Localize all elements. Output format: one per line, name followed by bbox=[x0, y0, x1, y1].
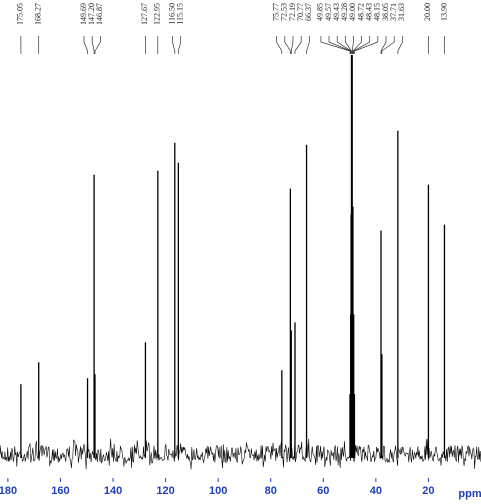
peak-label: 168.27 bbox=[34, 3, 43, 25]
peak-label-leader bbox=[94, 36, 101, 54]
x-tick-label: 120 bbox=[156, 485, 174, 497]
peak-label: 66.37 bbox=[304, 3, 313, 21]
peak-label-leader bbox=[177, 36, 182, 54]
peak-label: 70.77 bbox=[296, 3, 305, 21]
peak-label-leader bbox=[381, 36, 395, 54]
peak-label-leader bbox=[336, 36, 352, 54]
peak-label-leader bbox=[306, 36, 310, 54]
peak-label-leader bbox=[352, 36, 362, 54]
peak-label: 147.20 bbox=[87, 3, 96, 25]
baseline-noise bbox=[0, 438, 481, 470]
x-tick-label: 40 bbox=[370, 485, 382, 497]
peak-label: 116.50 bbox=[167, 3, 176, 25]
peak-label-leader bbox=[397, 36, 403, 54]
peak-label: 20.00 bbox=[423, 3, 432, 21]
peak-label: 37.71 bbox=[389, 3, 398, 21]
peak-label: 49.85 bbox=[316, 3, 325, 21]
x-tick-label: 60 bbox=[317, 485, 329, 497]
peak-label: 75.77 bbox=[271, 3, 280, 21]
peak-label: 48.15 bbox=[373, 3, 382, 21]
x-axis-label: ppm bbox=[458, 488, 481, 500]
peak-label-leader bbox=[320, 36, 351, 54]
peak-label: 149.69 bbox=[79, 3, 88, 25]
peak-label-leader bbox=[172, 36, 176, 54]
peak-label: 72.19 bbox=[288, 3, 297, 21]
x-tick-label: 80 bbox=[265, 485, 277, 497]
x-tick-label: 20 bbox=[422, 485, 434, 497]
peak-label-leader bbox=[353, 36, 371, 54]
peak-label-leader bbox=[276, 36, 283, 54]
peak-label: 115.15 bbox=[176, 3, 185, 25]
peak-label: 127.67 bbox=[140, 3, 149, 25]
peak-label-leader bbox=[91, 36, 95, 54]
x-tick-label: 140 bbox=[104, 485, 122, 497]
peak-label-leader bbox=[380, 36, 387, 54]
peak-label-leader bbox=[83, 36, 88, 54]
peak-label: 49.28 bbox=[340, 3, 349, 21]
peak-label: 72.53 bbox=[280, 3, 289, 21]
peak-label: 13.90 bbox=[439, 3, 448, 21]
peak-label: 122.95 bbox=[153, 3, 162, 25]
peak-label: 146.87 bbox=[95, 3, 104, 25]
peak-label-leader bbox=[344, 36, 352, 54]
x-tick-label: 160 bbox=[51, 485, 69, 497]
peak-label-leader bbox=[294, 36, 302, 54]
x-tick-label: 180 bbox=[0, 485, 17, 497]
peak-label-leader bbox=[290, 36, 294, 54]
peak-label-leader bbox=[351, 36, 354, 54]
peak-label: 48.72 bbox=[356, 3, 365, 21]
peak-label: 175.05 bbox=[16, 3, 25, 25]
peak-label: 49.57 bbox=[324, 3, 333, 21]
peak-label-leader bbox=[328, 36, 352, 54]
x-tick-label: 100 bbox=[209, 485, 227, 497]
peak-label: 48.43 bbox=[365, 3, 374, 21]
peak-label: 49.43 bbox=[332, 3, 341, 21]
peak-label-leader bbox=[284, 36, 291, 54]
peak-label-leader bbox=[354, 36, 379, 54]
peak-label: 49.00 bbox=[348, 3, 357, 21]
peak-label: 38.05 bbox=[381, 3, 390, 21]
peak-label: 31.63 bbox=[397, 3, 406, 21]
